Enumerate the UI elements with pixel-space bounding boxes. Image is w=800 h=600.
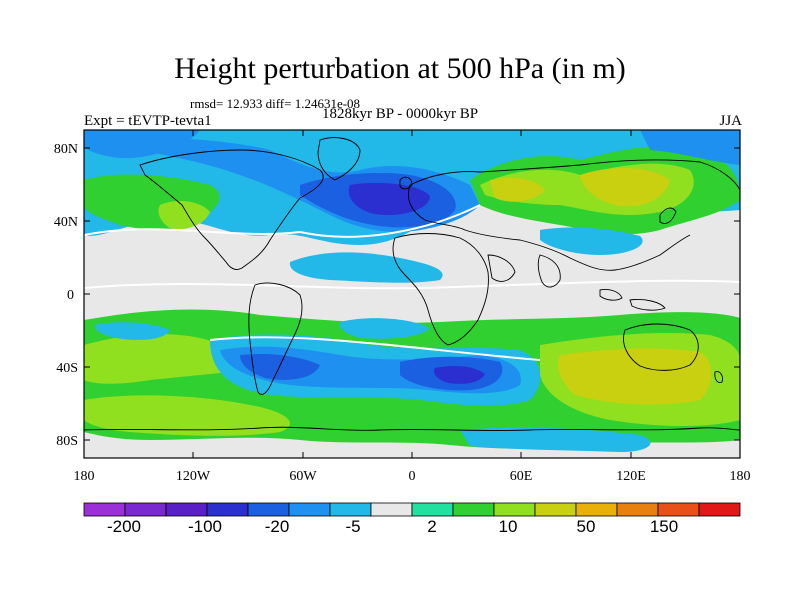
colorbar-swatch xyxy=(288,502,331,517)
lon-tick-label: 120E xyxy=(616,469,646,484)
colorbar-label: 2 xyxy=(427,517,436,536)
colorbar-label: 10 xyxy=(499,517,518,536)
colorbar-swatch xyxy=(575,502,618,517)
lat-axis xyxy=(84,147,740,441)
colorbar-label: -20 xyxy=(265,517,290,536)
lon-axis xyxy=(83,130,741,458)
colorbar-labels: -200 -100 -20 -5 2 10 50 150 xyxy=(107,517,678,536)
lon-tick-label: 180 xyxy=(74,469,95,484)
coastlines xyxy=(84,137,740,432)
lon-tick-label: 60E xyxy=(510,469,533,484)
colorbar-swatch xyxy=(534,502,577,517)
colorbar-swatch xyxy=(616,502,659,517)
lon-tick-labels: 180 120W 60W 0 60E 120E 180 xyxy=(74,469,751,484)
colorbar-swatch xyxy=(493,502,536,517)
colorbar-swatch xyxy=(329,502,372,517)
colorbar xyxy=(83,502,741,517)
lon-tick-label: 0 xyxy=(409,469,416,484)
plot-title: Height perturbation at 500 hPa (in m) xyxy=(174,52,626,85)
colorbar-swatch xyxy=(83,502,126,517)
lat-tick-label: 80S xyxy=(56,434,78,449)
lat-tick-label: 0 xyxy=(67,288,74,303)
lat-tick-labels: 80N 40N 0 40S 80S xyxy=(54,142,78,449)
colorbar-swatch xyxy=(411,502,454,517)
colorbar-label: 150 xyxy=(650,517,678,536)
experiment-label: Expt = tEVTP-tevta1 xyxy=(84,113,212,129)
lat-tick-label: 40N xyxy=(54,215,78,230)
lon-tick-label: 120W xyxy=(176,469,211,484)
colorbar-swatch xyxy=(370,502,413,517)
colorbar-swatch xyxy=(657,502,700,517)
season-label: JJA xyxy=(719,113,742,129)
lat-tick-label: 80N xyxy=(54,142,78,157)
colorbar-swatch xyxy=(698,502,741,517)
colorbar-swatch xyxy=(124,502,167,517)
lon-tick-label: 180 xyxy=(730,469,751,484)
lon-tick-label: 60W xyxy=(289,469,317,484)
colorbar-label: 50 xyxy=(577,517,596,536)
colorbar-label: -5 xyxy=(345,517,360,536)
lat-tick-label: 40S xyxy=(56,361,78,376)
colorbar-swatch xyxy=(452,502,495,517)
period-label: 1828kyr BP - 0000kyr BP xyxy=(322,106,479,122)
contour-field xyxy=(84,130,740,458)
stats-text: rmsd= 12.933 diff= 1.24631e-08 xyxy=(190,96,361,111)
colorbar-swatch xyxy=(165,502,208,517)
colorbar-label: -200 xyxy=(107,517,141,536)
colorbar-swatch xyxy=(206,502,249,517)
colorbar-label: -100 xyxy=(188,517,222,536)
colorbar-swatch xyxy=(247,502,290,517)
